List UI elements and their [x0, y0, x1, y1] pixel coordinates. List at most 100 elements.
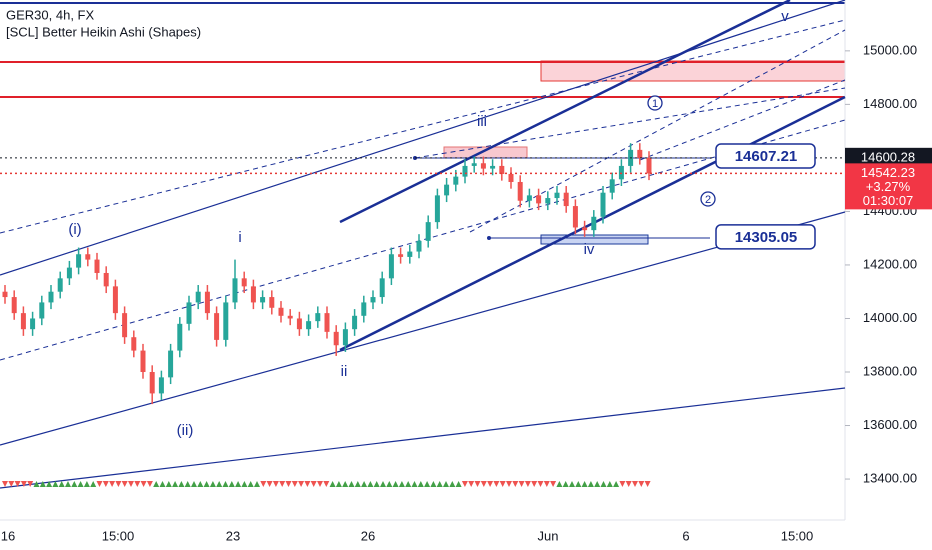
wave-label: ii [341, 363, 348, 380]
candle-body [158, 377, 164, 394]
wave-label: v [781, 8, 789, 25]
signal [14, 481, 21, 487]
candle-body [517, 181, 523, 201]
signal [39, 481, 46, 487]
signal [480, 481, 487, 487]
signal [392, 481, 399, 487]
candle-body [508, 173, 514, 182]
candle-body [536, 195, 542, 204]
candle-body [296, 318, 302, 330]
candle-body [287, 315, 293, 319]
candle-body [149, 372, 155, 394]
candle-body [11, 297, 17, 314]
candle-body [637, 149, 643, 158]
wave-label: iv [584, 241, 595, 258]
candle-body [214, 313, 220, 340]
signal [304, 481, 311, 487]
current-price-tag [845, 163, 932, 210]
signal [487, 481, 494, 487]
signal [499, 481, 506, 487]
trend-line [414, 87, 846, 159]
signal [443, 481, 449, 487]
candle-body [250, 286, 256, 303]
candle-body [269, 297, 275, 308]
candle-body [563, 192, 569, 207]
last-price-tag [845, 147, 932, 168]
x-tick-label: 16 [1, 528, 15, 543]
candle-body [407, 251, 413, 257]
signal [537, 481, 544, 487]
signal [405, 481, 412, 487]
signal [506, 481, 512, 487]
candle-body [471, 163, 477, 166]
y-tick-label: 14000.00 [863, 310, 917, 325]
candle-body [122, 313, 128, 338]
trend-line [0, 387, 846, 489]
signal [594, 481, 601, 487]
trend-line [339, 0, 791, 224]
price-box [715, 143, 816, 169]
price-box-label: 14607.21 [735, 148, 798, 165]
signal [266, 481, 273, 487]
candle-body [278, 307, 284, 316]
signal [134, 481, 141, 487]
change-label: +3.27% [866, 179, 911, 194]
signal [644, 481, 651, 487]
signal [153, 481, 160, 487]
x-tick-label: 15:00 [781, 528, 814, 543]
candle-body [554, 192, 560, 199]
signal [550, 481, 557, 487]
candle-body [94, 259, 100, 273]
candle-body [591, 216, 597, 231]
candle-body [177, 323, 183, 351]
signal [96, 481, 103, 487]
signal [632, 481, 638, 487]
signal [474, 481, 481, 487]
candle-body [462, 165, 468, 177]
signal [335, 481, 342, 487]
candle-body [260, 297, 266, 303]
x-tick-label: 23 [226, 528, 240, 543]
signal [562, 481, 569, 487]
y-tick-label: 14800.00 [863, 96, 917, 111]
candle-body [76, 254, 82, 268]
signal [298, 481, 305, 487]
signal [8, 481, 15, 487]
signal [638, 481, 645, 487]
signal [222, 481, 229, 487]
candle-body [416, 240, 422, 252]
wave-label: (i) [68, 221, 81, 238]
candle-body [333, 331, 339, 346]
trend-line [469, 29, 846, 233]
signal [140, 481, 147, 487]
candle-body [324, 313, 330, 332]
signal [398, 481, 405, 487]
signal [20, 481, 27, 487]
wave-label: (ii) [177, 422, 194, 439]
current-price-label: 14542.23 [861, 165, 915, 180]
candle-body [572, 206, 578, 228]
signal [512, 481, 519, 487]
trend-line [0, 19, 846, 234]
signal [121, 481, 128, 487]
signal [556, 481, 563, 487]
signal [77, 481, 84, 487]
signal [424, 481, 431, 487]
price-box [715, 224, 816, 250]
trend-line [0, 119, 846, 361]
candle-body [398, 254, 404, 257]
wave-circle [647, 95, 663, 111]
candle-body [388, 254, 394, 279]
signal [165, 481, 172, 487]
signal [361, 481, 368, 487]
last-price-label: 14600.28 [861, 149, 915, 164]
signal [216, 481, 223, 487]
candle-body [112, 286, 118, 314]
candle-body [646, 157, 652, 174]
signal [411, 481, 418, 487]
candle-body [131, 337, 137, 351]
signal [575, 481, 582, 487]
signal [90, 481, 97, 487]
price-box-label: 14305.05 [735, 229, 798, 246]
